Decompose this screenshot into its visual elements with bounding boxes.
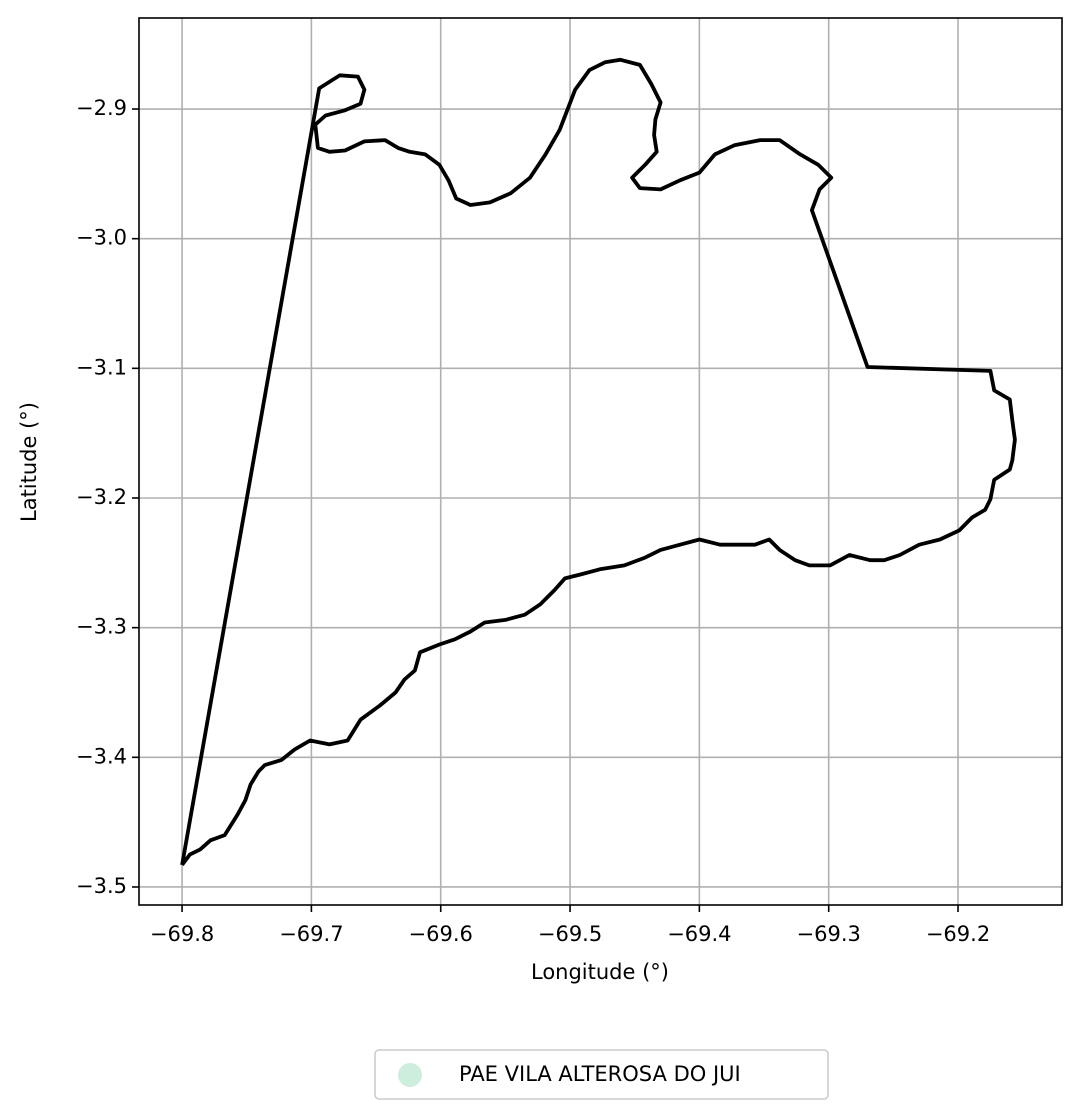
x-tick-label: −69.5 — [538, 922, 602, 946]
y-axis-label: Latitude (°) — [17, 402, 41, 522]
x-tick-label: −69.6 — [409, 922, 473, 946]
y-tick-label: −3.1 — [76, 355, 127, 379]
y-tick-label: −2.9 — [76, 96, 127, 120]
legend-box — [374, 1049, 829, 1100]
legend-marker — [398, 1063, 422, 1087]
x-axis-label: Longitude (°) — [531, 960, 669, 984]
legend-label: PAE VILA ALTEROSA DO JUI — [459, 1062, 741, 1086]
y-tick-label: −3.0 — [76, 226, 127, 250]
y-tick-label: −3.3 — [76, 615, 127, 639]
x-tick-label: −69.8 — [150, 922, 214, 946]
x-tick-label: −69.2 — [926, 922, 990, 946]
y-tick-label: −3.2 — [76, 485, 127, 509]
x-tick-label: −69.4 — [667, 922, 731, 946]
y-tick-label: −3.5 — [76, 874, 127, 898]
plot-frame — [138, 17, 1063, 906]
y-tick-label: −3.4 — [76, 744, 127, 768]
boundary — [180, 57, 1017, 867]
x-tick-label: −69.3 — [797, 922, 861, 946]
x-tick-label: −69.7 — [279, 922, 343, 946]
